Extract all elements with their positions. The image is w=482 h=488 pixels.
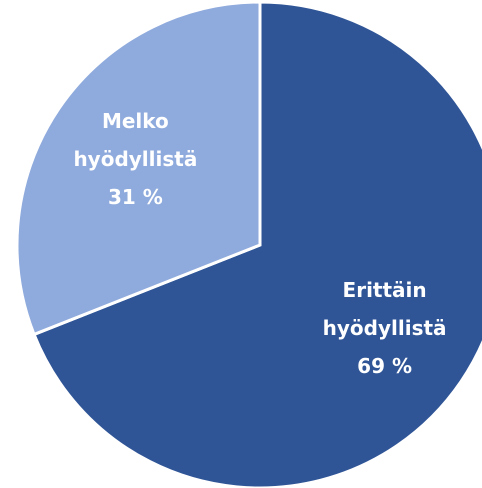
label-line: Erittäin xyxy=(343,278,427,302)
pie-slice xyxy=(15,0,262,337)
label-line: Melko xyxy=(102,109,169,133)
slice-label: Erittäin hyödyllistä xyxy=(323,278,447,340)
value-label: 31 % xyxy=(108,185,163,209)
pie-slice xyxy=(32,0,482,488)
slice-label: Melko hyödyllistä xyxy=(73,109,197,171)
label-line: hyödyllistä xyxy=(323,316,447,340)
value-label: 69 % xyxy=(357,354,412,378)
label-line: hyödyllistä xyxy=(73,147,197,171)
